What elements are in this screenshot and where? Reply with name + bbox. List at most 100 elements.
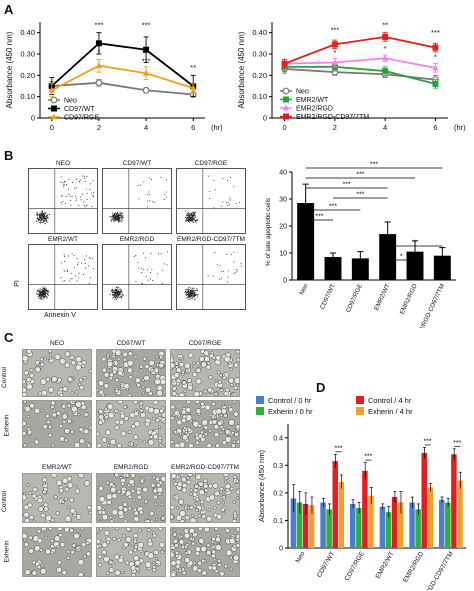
cell [105, 480, 110, 485]
event-dot [163, 198, 165, 200]
cell [144, 499, 149, 504]
micro-title: CD97/WT [116, 340, 146, 347]
cell [45, 413, 50, 419]
event-dot [188, 286, 190, 288]
cell [145, 386, 152, 393]
event-dot [39, 296, 41, 298]
cell [133, 399, 138, 405]
cell [43, 356, 48, 361]
event-dot [115, 214, 117, 216]
event-dot [187, 212, 189, 214]
event-dot [186, 297, 188, 299]
event-dot [112, 219, 114, 221]
event-dot [190, 217, 192, 219]
cell [194, 502, 198, 506]
cell [43, 482, 47, 486]
cell [219, 486, 224, 491]
event-dot [80, 196, 82, 198]
cell [70, 391, 74, 396]
cell [28, 548, 34, 554]
event-dot [83, 201, 85, 203]
cell [211, 565, 217, 571]
micrograph-background [23, 401, 91, 447]
cell [21, 430, 27, 436]
event-dot [36, 214, 38, 216]
event-dot [113, 295, 115, 296]
x-tick-label: EMR2/RGD-CD97/7TM [412, 283, 446, 328]
event-dot [71, 195, 73, 197]
event-dot [165, 179, 167, 181]
cell [192, 565, 199, 572]
legend-swatch [256, 407, 264, 415]
cell [150, 483, 156, 488]
event-dot [152, 201, 153, 203]
event-dot [86, 198, 88, 200]
event-dot [208, 175, 210, 177]
event-dot [185, 294, 187, 296]
cell [217, 380, 222, 385]
event-dot [196, 290, 198, 291]
event-dot [38, 294, 40, 296]
cell [192, 472, 196, 476]
event-dot [118, 218, 120, 220]
event-dot [190, 291, 192, 293]
cell [207, 508, 212, 512]
event-dot [83, 178, 85, 179]
x-unit-label: (hr) [211, 123, 223, 132]
event-dot [41, 217, 43, 219]
event-dot [192, 218, 194, 220]
y-tick-label: 0.20 [252, 71, 267, 80]
data-point [95, 40, 102, 47]
cell [211, 419, 217, 425]
cell [213, 424, 220, 430]
event-dot [38, 215, 40, 217]
line-chart-cd97: 00.100.200.300.400 2 4 6 (hr)Absorbance (450… [5, 20, 223, 132]
event-dot [37, 218, 39, 220]
event-dot [189, 215, 191, 217]
cell [137, 541, 144, 549]
cell [80, 401, 86, 406]
event-dot [193, 213, 195, 215]
flow-plot: CD97/RGE [176, 160, 246, 234]
significance-label: *** [370, 162, 378, 169]
event-dot [186, 291, 188, 293]
event-dot [40, 291, 42, 293]
cell [67, 482, 74, 489]
data-point [142, 69, 150, 76]
cell [106, 499, 112, 505]
cell [158, 526, 163, 532]
cell [45, 377, 50, 382]
event-dot [122, 215, 124, 217]
event-dot [146, 269, 148, 271]
event-dot [117, 215, 119, 217]
cell [83, 428, 89, 435]
cell [197, 423, 202, 428]
event-dot [189, 213, 191, 215]
cell [234, 377, 241, 384]
event-dot [121, 218, 123, 220]
event-dot [220, 277, 222, 279]
cell [181, 567, 186, 572]
cell [224, 526, 228, 530]
event-dot [42, 222, 44, 224]
event-dot [118, 215, 120, 217]
event-dot [110, 290, 112, 292]
cell [173, 527, 177, 531]
cell [37, 494, 42, 500]
event-dot [122, 213, 124, 215]
micrograph [20, 348, 93, 398]
cell [122, 534, 126, 538]
cell [136, 569, 140, 573]
event-dot [40, 294, 42, 296]
cell [112, 369, 117, 375]
event-dot [192, 215, 194, 217]
significance-label: *** [330, 26, 339, 35]
event-dot [47, 292, 48, 294]
cell [64, 438, 69, 443]
event-dot [39, 295, 41, 297]
y-axis-label: Absorbance (450 nm) [5, 31, 14, 108]
event-dot [225, 253, 227, 255]
cell [73, 441, 81, 449]
event-dot [42, 296, 44, 297]
event-dot [36, 213, 38, 215]
